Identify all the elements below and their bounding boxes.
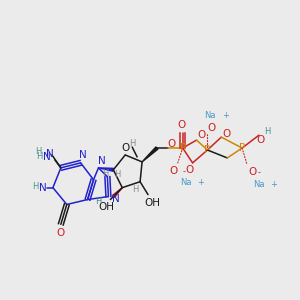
Text: P: P — [239, 143, 245, 153]
Text: OH: OH — [144, 197, 160, 208]
Text: P: P — [204, 145, 211, 155]
Text: H: H — [34, 148, 41, 157]
Text: N: N — [112, 194, 120, 203]
Text: N: N — [46, 149, 54, 159]
Text: O: O — [121, 143, 129, 153]
Text: O: O — [185, 165, 194, 175]
Text: H: H — [102, 169, 109, 178]
Text: O: O — [207, 123, 216, 133]
Text: H: H — [114, 170, 121, 179]
Text: O: O — [178, 120, 186, 130]
Text: N: N — [43, 152, 51, 162]
Text: H: H — [132, 185, 138, 194]
Text: O: O — [168, 139, 176, 149]
Text: H: H — [32, 182, 38, 191]
Text: P: P — [180, 143, 186, 153]
Text: -: - — [257, 168, 260, 177]
Polygon shape — [112, 188, 122, 198]
Text: O: O — [257, 135, 265, 145]
Text: N: N — [98, 156, 105, 166]
Text: O: O — [248, 167, 256, 177]
Text: H: H — [264, 127, 270, 136]
Text: Na: Na — [204, 111, 215, 120]
Polygon shape — [142, 147, 158, 162]
Polygon shape — [98, 168, 113, 171]
Text: H: H — [129, 139, 135, 148]
Text: H: H — [36, 152, 42, 161]
Text: H: H — [95, 197, 102, 206]
Text: +: + — [222, 111, 229, 120]
Text: N: N — [79, 150, 86, 160]
Text: +: + — [270, 180, 277, 189]
Text: OH: OH — [98, 202, 114, 212]
Text: -: - — [182, 167, 185, 176]
Text: O: O — [222, 129, 230, 139]
Text: O: O — [170, 166, 178, 176]
Text: Na: Na — [180, 178, 191, 187]
Text: +: + — [197, 178, 204, 187]
Text: N: N — [39, 183, 47, 193]
Text: Na: Na — [253, 180, 265, 189]
Text: O: O — [57, 228, 65, 238]
Text: O: O — [197, 130, 206, 140]
